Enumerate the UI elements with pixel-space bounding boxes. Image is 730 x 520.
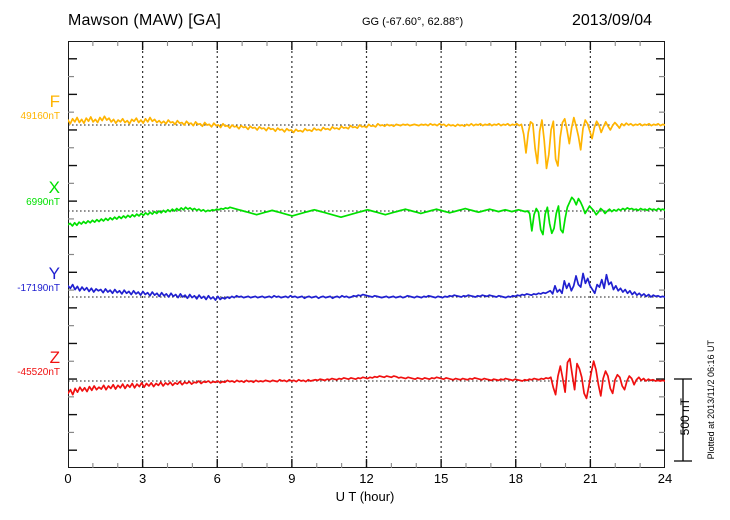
- x-tick-label: 3: [139, 471, 147, 486]
- x-tick-label: 12: [359, 471, 374, 486]
- x-axis-label: U T (hour): [335, 489, 395, 504]
- x-tick-label: 24: [657, 471, 673, 486]
- plotted-at-label: Plotted at 2013/11/2 06:16 UT: [706, 340, 716, 460]
- geographic-coordinates: GG (-67.60°, 62.88°): [362, 16, 464, 28]
- component-baseline-f: 49160nT: [20, 111, 60, 122]
- component-baseline-z: -45520nT: [17, 367, 60, 378]
- x-tick-label: 0: [64, 471, 72, 486]
- component-label-x: X: [48, 178, 60, 197]
- magnetogram-chart: [68, 41, 665, 468]
- scale-bar-label: 500 nT: [678, 398, 692, 436]
- x-tick-label: 15: [433, 471, 449, 486]
- x-tick-label: 6: [213, 471, 221, 486]
- component-label-y: Y: [48, 264, 60, 283]
- component-label-f: F: [49, 92, 60, 111]
- page-title: Mawson (MAW) [GA]: [68, 12, 222, 29]
- component-label-z: Z: [49, 348, 60, 367]
- scale-bar: [674, 378, 692, 462]
- x-tick-label: 21: [583, 471, 598, 486]
- observation-date: 2013/09/04: [572, 12, 653, 29]
- x-tick-label: 18: [508, 471, 523, 486]
- component-baseline-y: -17190nT: [17, 283, 60, 294]
- component-baseline-x: 6990nT: [26, 197, 60, 208]
- x-tick-label: 9: [288, 471, 296, 486]
